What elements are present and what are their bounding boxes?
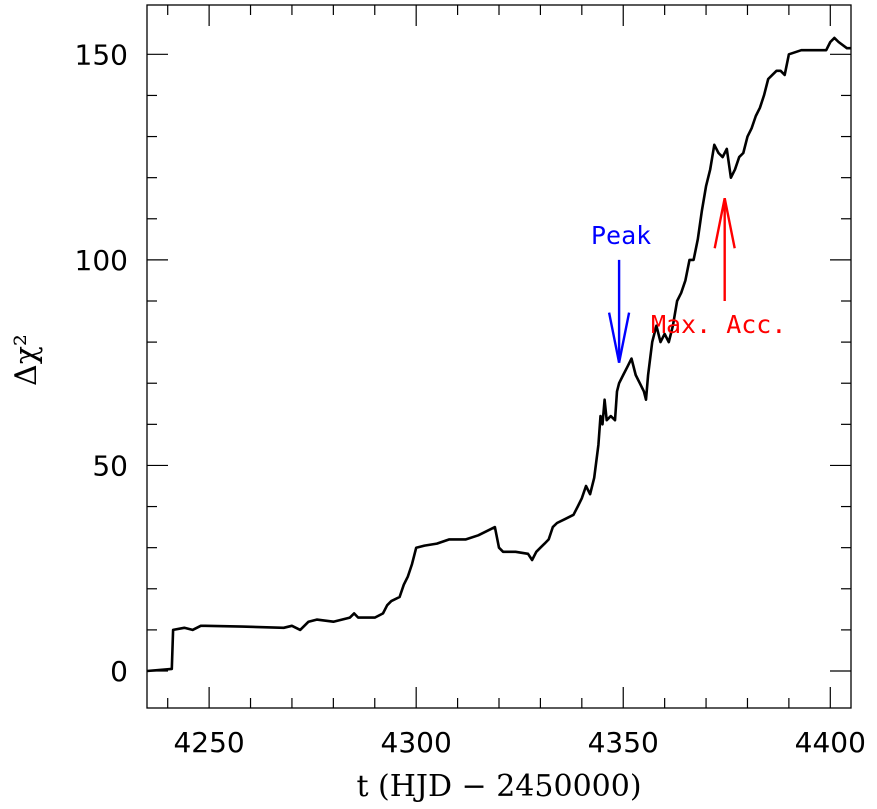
major-ticks <box>147 5 851 708</box>
annotation-arrow-head-0 <box>607 312 631 363</box>
x-tick-label-2: 4350 <box>588 726 659 759</box>
series-line-0 <box>146 36 851 673</box>
x-tick-label-0: 4250 <box>173 726 244 759</box>
data-layer <box>146 36 851 673</box>
y-tick-label-1: 50 <box>92 449 128 482</box>
x-tick-label-1: 4300 <box>381 726 452 759</box>
annotations: Peak Max. Acc. <box>591 197 786 363</box>
x-tick-label-3: 4400 <box>795 726 866 759</box>
x-axis-label: t (HJD − 2450000) <box>356 769 641 804</box>
tick-labels: 4250 4300 4350 4400 0 50 100 150 <box>75 38 866 759</box>
y-tick-label-0: 0 <box>110 655 128 688</box>
plot-frame <box>146 4 852 709</box>
annotation-label-0: Peak <box>591 221 651 250</box>
y-tick-label-3: 150 <box>75 38 128 71</box>
y-axis-label: Δχ² <box>9 334 44 386</box>
y-tick-label-2: 100 <box>75 244 128 277</box>
minor-ticks <box>147 5 851 708</box>
annotation-label-1: Max. Acc. <box>651 310 786 339</box>
annotation-arrow-head-1 <box>713 197 736 249</box>
